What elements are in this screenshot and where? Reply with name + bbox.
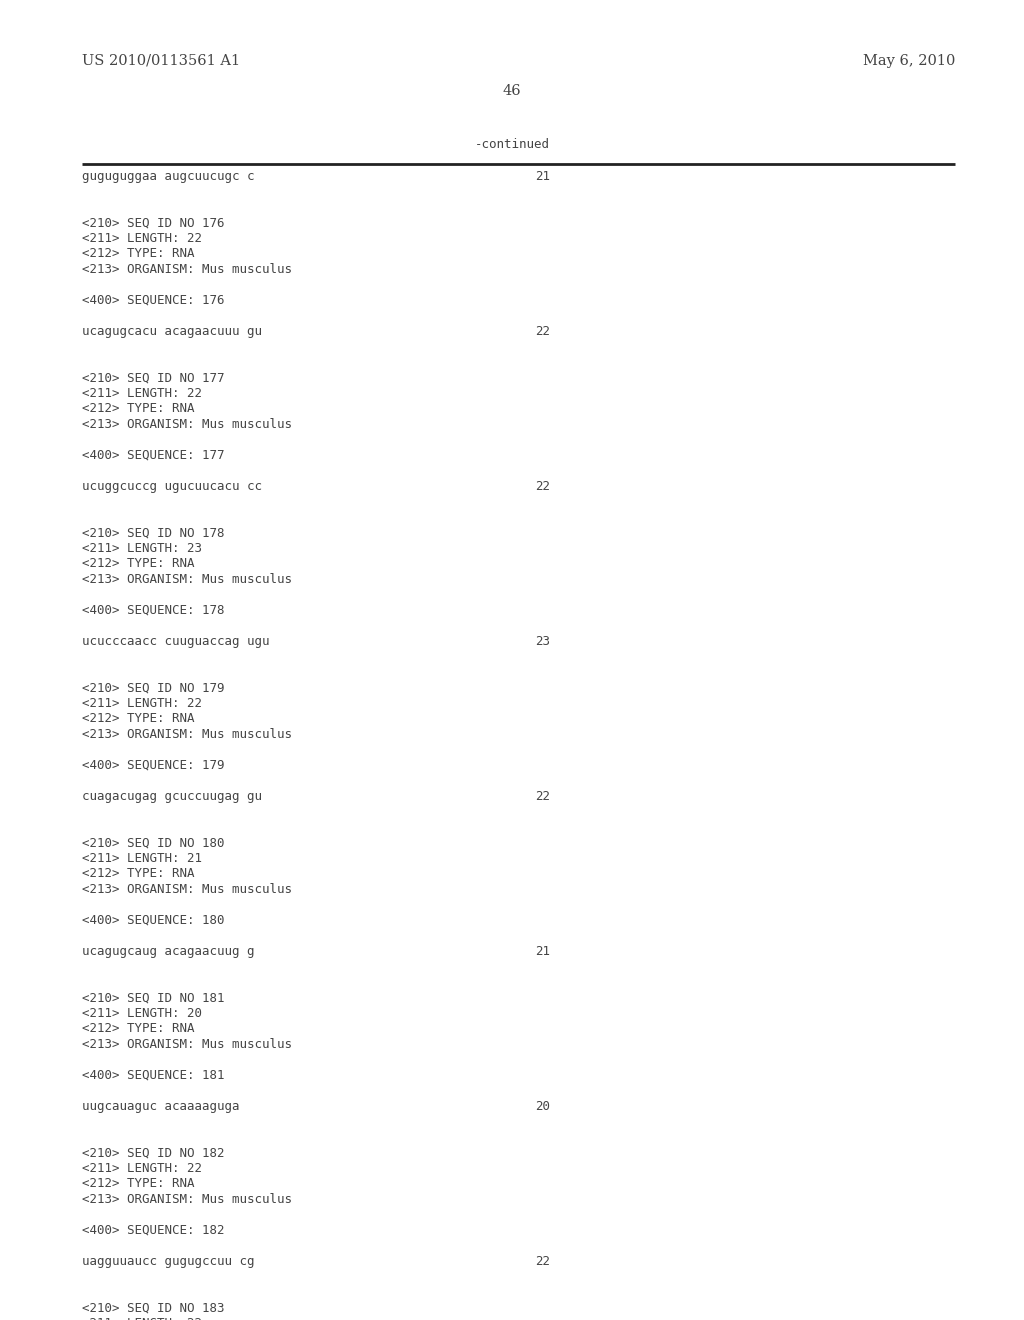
- Text: <400> SEQUENCE: 176: <400> SEQUENCE: 176: [82, 294, 224, 308]
- Text: <213> ORGANISM: Mus musculus: <213> ORGANISM: Mus musculus: [82, 1193, 292, 1206]
- Text: <211> LENGTH: 22: <211> LENGTH: 22: [82, 697, 202, 710]
- Text: <213> ORGANISM: Mus musculus: <213> ORGANISM: Mus musculus: [82, 883, 292, 896]
- Text: <400> SEQUENCE: 178: <400> SEQUENCE: 178: [82, 605, 224, 616]
- Text: <210> SEQ ID NO 180: <210> SEQ ID NO 180: [82, 837, 224, 850]
- Text: <210> SEQ ID NO 181: <210> SEQ ID NO 181: [82, 991, 224, 1005]
- Text: <400> SEQUENCE: 177: <400> SEQUENCE: 177: [82, 449, 224, 462]
- Text: <212> TYPE: RNA: <212> TYPE: RNA: [82, 713, 195, 726]
- Text: ucagugcaug acagaacuug g: ucagugcaug acagaacuug g: [82, 945, 255, 958]
- Text: <213> ORGANISM: Mus musculus: <213> ORGANISM: Mus musculus: [82, 729, 292, 741]
- Text: <211> LENGTH: 20: <211> LENGTH: 20: [82, 1007, 202, 1020]
- Text: 22: 22: [535, 480, 550, 492]
- Text: ucuggcuccg ugucuucacu cc: ucuggcuccg ugucuucacu cc: [82, 480, 262, 492]
- Text: 23: 23: [535, 635, 550, 648]
- Text: May 6, 2010: May 6, 2010: [862, 54, 955, 69]
- Text: uugcauaguc acaaaaguga: uugcauaguc acaaaaguga: [82, 1100, 240, 1113]
- Text: 20: 20: [535, 1100, 550, 1113]
- Text: 22: 22: [535, 325, 550, 338]
- Text: <400> SEQUENCE: 179: <400> SEQUENCE: 179: [82, 759, 224, 772]
- Text: 22: 22: [535, 789, 550, 803]
- Text: <211> LENGTH: 23: <211> LENGTH: 23: [82, 543, 202, 554]
- Text: <213> ORGANISM: Mus musculus: <213> ORGANISM: Mus musculus: [82, 1038, 292, 1051]
- Text: 22: 22: [535, 1255, 550, 1269]
- Text: <212> TYPE: RNA: <212> TYPE: RNA: [82, 247, 195, 260]
- Text: <212> TYPE: RNA: <212> TYPE: RNA: [82, 557, 195, 570]
- Text: <212> TYPE: RNA: <212> TYPE: RNA: [82, 403, 195, 416]
- Text: US 2010/0113561 A1: US 2010/0113561 A1: [82, 54, 240, 69]
- Text: <210> SEQ ID NO 182: <210> SEQ ID NO 182: [82, 1147, 224, 1159]
- Text: <210> SEQ ID NO 176: <210> SEQ ID NO 176: [82, 216, 224, 230]
- Text: uagguuaucc gugugccuu cg: uagguuaucc gugugccuu cg: [82, 1255, 255, 1269]
- Text: <211> LENGTH: 21: <211> LENGTH: 21: [82, 851, 202, 865]
- Text: ucucccaacc cuuguaccag ugu: ucucccaacc cuuguaccag ugu: [82, 635, 269, 648]
- Text: guguguggaa augcuucugc c: guguguggaa augcuucugc c: [82, 170, 255, 183]
- Text: 46: 46: [503, 84, 521, 98]
- Text: <210> SEQ ID NO 183: <210> SEQ ID NO 183: [82, 1302, 224, 1315]
- Text: <210> SEQ ID NO 179: <210> SEQ ID NO 179: [82, 681, 224, 694]
- Text: cuagacugag gcuccuugag gu: cuagacugag gcuccuugag gu: [82, 789, 262, 803]
- Text: <210> SEQ ID NO 177: <210> SEQ ID NO 177: [82, 371, 224, 384]
- Text: <213> ORGANISM: Mus musculus: <213> ORGANISM: Mus musculus: [82, 418, 292, 432]
- Text: <212> TYPE: RNA: <212> TYPE: RNA: [82, 1177, 195, 1191]
- Text: <213> ORGANISM: Mus musculus: <213> ORGANISM: Mus musculus: [82, 263, 292, 276]
- Text: ucagugcacu acagaacuuu gu: ucagugcacu acagaacuuu gu: [82, 325, 262, 338]
- Text: <211> LENGTH: 22: <211> LENGTH: 22: [82, 1162, 202, 1175]
- Text: <211> LENGTH: 22: <211> LENGTH: 22: [82, 387, 202, 400]
- Text: <400> SEQUENCE: 181: <400> SEQUENCE: 181: [82, 1069, 224, 1082]
- Text: <400> SEQUENCE: 182: <400> SEQUENCE: 182: [82, 1224, 224, 1237]
- Text: <210> SEQ ID NO 178: <210> SEQ ID NO 178: [82, 527, 224, 540]
- Text: <212> TYPE: RNA: <212> TYPE: RNA: [82, 1023, 195, 1035]
- Text: <211> LENGTH: 22: <211> LENGTH: 22: [82, 1317, 202, 1320]
- Text: <213> ORGANISM: Mus musculus: <213> ORGANISM: Mus musculus: [82, 573, 292, 586]
- Text: 21: 21: [535, 170, 550, 183]
- Text: 21: 21: [535, 945, 550, 958]
- Text: -continued: -continued: [474, 139, 550, 150]
- Text: <400> SEQUENCE: 180: <400> SEQUENCE: 180: [82, 913, 224, 927]
- Text: <211> LENGTH: 22: <211> LENGTH: 22: [82, 232, 202, 246]
- Text: <212> TYPE: RNA: <212> TYPE: RNA: [82, 867, 195, 880]
